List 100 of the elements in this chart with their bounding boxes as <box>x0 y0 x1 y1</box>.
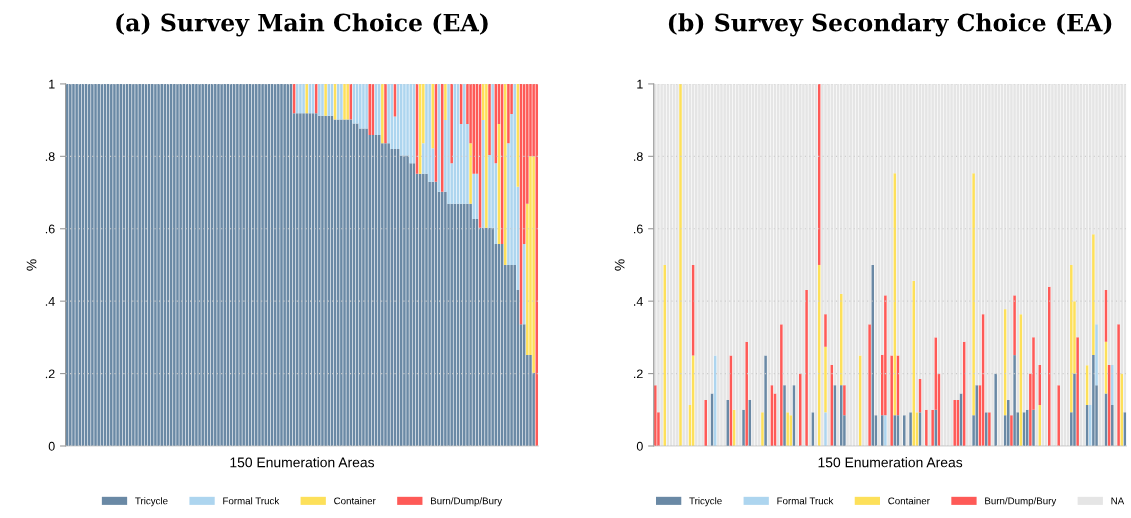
bar <box>201 83 204 446</box>
bar <box>283 83 286 446</box>
y-tick-label: 1 <box>49 79 55 89</box>
bar <box>1076 337 1079 446</box>
bar <box>1111 405 1114 446</box>
bar <box>824 346 827 413</box>
y-axis-title: % <box>26 259 37 271</box>
bar <box>406 155 409 446</box>
bar <box>507 83 510 144</box>
bar <box>469 203 472 446</box>
bar <box>780 324 783 446</box>
bar <box>403 83 406 156</box>
bar <box>504 83 507 265</box>
bar <box>346 119 349 446</box>
bar <box>1120 373 1124 446</box>
bar <box>113 83 116 446</box>
bar <box>466 203 469 446</box>
legend-label: Container <box>888 497 930 505</box>
bar <box>799 373 802 446</box>
y-tick-label: .2 <box>45 369 55 379</box>
bar <box>824 314 827 347</box>
legend-label: Formal Truck <box>777 497 834 505</box>
bar <box>865 83 868 446</box>
bar <box>966 83 969 446</box>
bar <box>884 415 887 446</box>
bar <box>742 409 745 446</box>
bar <box>1007 400 1010 446</box>
bar <box>318 115 321 446</box>
bar <box>783 385 786 446</box>
bar <box>1013 295 1016 356</box>
bar <box>280 83 283 446</box>
bar <box>160 83 163 446</box>
bar <box>299 113 302 446</box>
bar <box>925 409 928 446</box>
bar <box>318 83 321 116</box>
bar <box>236 83 239 446</box>
bar <box>324 115 327 446</box>
legend-label: Burn/Dump/Bury <box>985 497 1057 507</box>
bar <box>994 373 997 446</box>
bar <box>277 83 280 446</box>
bar <box>488 227 491 446</box>
bar <box>890 355 893 446</box>
bar <box>1048 286 1051 446</box>
bar <box>151 83 154 446</box>
bar <box>469 143 472 204</box>
bar <box>510 264 513 446</box>
bar <box>1098 83 1101 446</box>
bar <box>1013 355 1016 446</box>
bar <box>1114 83 1117 446</box>
bar <box>1092 355 1095 446</box>
bar <box>258 83 261 446</box>
bar <box>447 83 450 204</box>
bar <box>491 227 494 446</box>
bar <box>1010 83 1013 416</box>
legend-label: NA <box>1111 497 1125 505</box>
y-tick-label: .4 <box>634 297 643 306</box>
bar <box>97 83 100 446</box>
legend-label: Tricycle <box>135 497 168 507</box>
bar <box>176 83 179 446</box>
bar <box>362 128 365 446</box>
bar <box>463 203 466 446</box>
chart-title: (b) Survey Secondary Choice (EA) <box>668 13 1112 37</box>
bar <box>1117 324 1120 446</box>
bar <box>808 83 811 446</box>
bar <box>824 412 827 446</box>
bar <box>368 83 371 135</box>
y-tick-label: 0 <box>636 441 643 451</box>
legend-label: Burn/Dump/Bury <box>431 497 503 507</box>
bar <box>485 227 488 446</box>
bar <box>903 415 906 446</box>
bar <box>745 341 748 446</box>
legend-label: Formal Truck <box>223 497 280 505</box>
bar <box>1032 409 1035 446</box>
bar <box>761 412 764 446</box>
bar <box>1092 234 1095 356</box>
bar <box>75 83 78 446</box>
bar <box>384 143 387 446</box>
bar <box>1016 83 1019 413</box>
bar <box>786 412 789 446</box>
bar <box>450 203 453 446</box>
bar <box>198 83 201 446</box>
bar <box>839 385 843 446</box>
bar <box>529 355 532 446</box>
bar <box>532 156 535 373</box>
y-tick-label: .4 <box>45 297 55 306</box>
bar <box>157 83 160 446</box>
bar <box>660 83 663 446</box>
x-axis-title: 150 Enumeration Areas <box>818 457 963 468</box>
bar <box>195 83 198 446</box>
y-axis-title: % <box>614 259 625 271</box>
bar <box>969 83 972 446</box>
y-tick-label: .8 <box>45 152 55 161</box>
y-tick-label: 1 <box>637 79 643 89</box>
bar <box>264 83 267 446</box>
bar <box>931 409 934 446</box>
bar <box>305 113 308 446</box>
bar <box>450 83 453 164</box>
bar <box>346 83 349 120</box>
bar <box>110 83 113 446</box>
bar <box>513 264 516 446</box>
